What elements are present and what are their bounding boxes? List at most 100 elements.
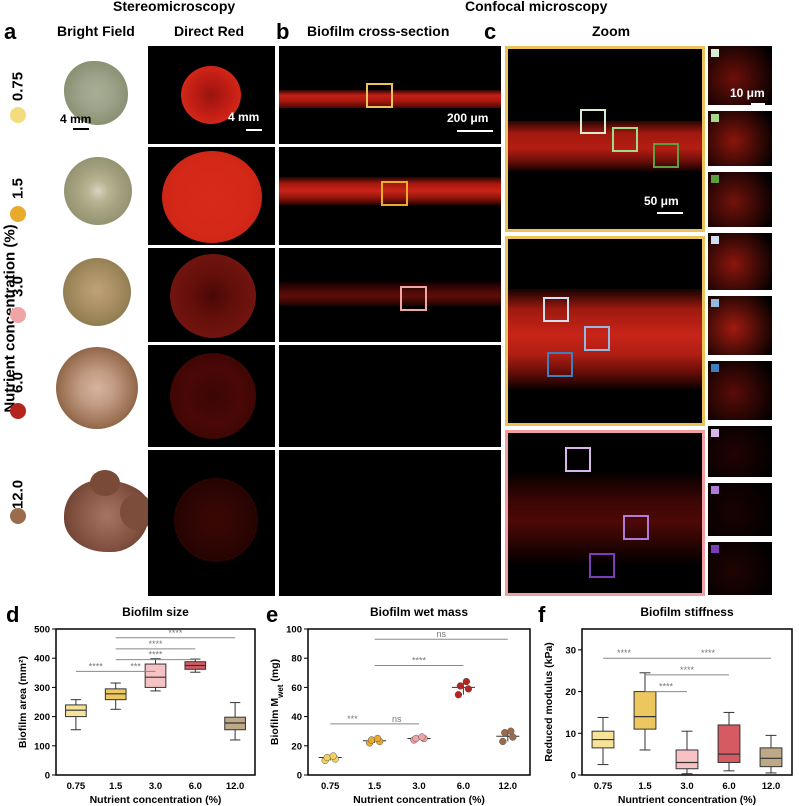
conc-label-30: 3.0: [9, 276, 27, 297]
y-axis-label: Biofilm Mwet (mg): [269, 659, 285, 745]
y-axis-label: Biofilm area (mm²): [17, 656, 29, 748]
data-point: [501, 729, 509, 737]
dr-scalebar: [246, 129, 262, 131]
x-axis-label: Nutrient concentration (%): [353, 794, 485, 806]
y-tick-label: 500: [34, 625, 50, 636]
panel-label-b: b: [276, 19, 290, 44]
panel-label-d: d: [6, 602, 20, 627]
cross-square-075: [366, 83, 393, 108]
conc-label-15: 1.5: [9, 178, 27, 199]
conc-dot-60: [10, 403, 26, 419]
inset-swatch-3: [711, 175, 719, 183]
x-axis-label: Nutrient concentration (%): [90, 794, 222, 806]
inset-panel-2: [708, 111, 772, 166]
zoom-panel-15: [505, 236, 705, 426]
y-tick-label: 20: [565, 687, 576, 698]
bf-scalebar: [73, 128, 89, 130]
data-point: [329, 752, 337, 760]
y-tick-label: 100: [286, 625, 302, 636]
box-body: [675, 749, 699, 770]
inset-swatch-6: [711, 364, 719, 372]
chart-biofilm-size: Biofilm size 0 100 200 300 400 500 0.75 1.5 3.0 6.…: [17, 605, 256, 806]
zoom-band-15: [508, 289, 702, 389]
zoom-panel-075: 50 μm: [505, 46, 705, 232]
inset-panel-5: [708, 296, 772, 355]
data-point: [464, 685, 473, 693]
dr-disc-120: [174, 478, 258, 562]
cross-scalebar-label: 200 μm: [447, 111, 489, 125]
conc-dot-15: [10, 206, 26, 222]
y-tick-label: 0: [571, 771, 576, 782]
x-tick-label: 3.0: [149, 781, 162, 792]
y-tick-label: 300: [34, 683, 50, 694]
dr-panel-60: [148, 345, 275, 447]
data-point: [323, 753, 331, 762]
x-tick-label: 12.0: [499, 781, 518, 792]
x-tick-label: 1.5: [638, 781, 652, 792]
chart-title: Biofilm size: [122, 605, 189, 619]
x-tick-label: 1.5: [368, 781, 382, 792]
y-tick-label: 30: [565, 645, 576, 656]
bf-colony-15: [64, 157, 132, 225]
inset-swatch-5: [711, 299, 719, 307]
data-point: [456, 682, 465, 690]
chart-title: Biofilm stiffness: [640, 605, 734, 619]
data-point: [507, 727, 515, 735]
stereo-header: Stereomicroscopy: [113, 0, 236, 14]
data-point: [367, 736, 376, 744]
x-tick-label: 0.75: [67, 781, 86, 792]
inset-swatch-1: [711, 49, 719, 57]
inset-swatch-8: [711, 486, 719, 494]
chart-biofilm-wet-mass: Biofilm wet mass 0 20 40 60 80 100 0.75 1.5 3.0 6.…: [269, 605, 531, 806]
significance-label: ***: [347, 714, 358, 724]
cross-panel-15: [279, 147, 501, 245]
significance-label: ****: [148, 639, 163, 649]
bf-colony-60: [56, 347, 138, 429]
y-tick-label: 0: [45, 771, 50, 782]
inset-panel-9: [708, 542, 772, 595]
y-axis-label: Reduced modulus (kPa): [543, 642, 555, 762]
box-body: [144, 663, 167, 688]
x-tick-label: 3.0: [680, 781, 693, 792]
significance-label: ****: [89, 661, 104, 671]
cross-panel-30: [279, 248, 501, 342]
box-body: [759, 747, 783, 768]
cross-scalebar: [457, 130, 493, 132]
x-tick-label: 0.75: [594, 781, 613, 792]
dr-panel-15: [148, 147, 275, 245]
conc-label-60: 6.0: [9, 372, 27, 393]
dr-disc-60: [170, 353, 256, 439]
inset-panel-1: [708, 46, 772, 105]
x-tick-label: 3.0: [412, 781, 425, 792]
chart-biofilm-stiffness: Biofilm stiffness 0 10 20 30 0.75 1.5 3.0 6.0 12.…: [543, 605, 793, 806]
significance-label: ****: [412, 656, 427, 666]
panel-label-f: f: [538, 602, 546, 627]
significance-label: ****: [148, 650, 163, 660]
cross-band-075: [279, 90, 501, 108]
zoom-square-9: [589, 553, 615, 578]
data-point: [454, 691, 463, 699]
zoom-scalebar: [657, 212, 683, 214]
dr-disc-075: [181, 66, 241, 124]
y-tick-label: 10: [565, 729, 576, 740]
conc-label-075: 0.75: [9, 71, 27, 102]
inset-swatch-2: [711, 114, 719, 122]
zoom-square-3: [653, 143, 679, 168]
zoom-scalebar-label: 50 μm: [644, 194, 679, 208]
data-point: [373, 734, 382, 743]
zoom-square-8: [623, 515, 649, 540]
zoom-square-6: [547, 352, 573, 377]
dr-panel-120: [148, 450, 275, 596]
y-tick-label: 60: [291, 683, 302, 694]
plot-frame: [55, 628, 256, 776]
y-tick-label: 20: [291, 741, 302, 752]
bf-scalebar-label: 4 mm: [60, 112, 92, 126]
x-tick-label: 1.5: [109, 781, 123, 792]
cross-section-header: Biofilm cross-section: [307, 23, 450, 39]
box-body: [717, 724, 741, 763]
data-point: [462, 677, 471, 686]
cross-panel-60: [279, 345, 501, 447]
inset-swatch-9: [711, 545, 719, 553]
x-tick-label: 6.0: [722, 781, 735, 792]
chart-title: Biofilm wet mass: [370, 605, 468, 619]
